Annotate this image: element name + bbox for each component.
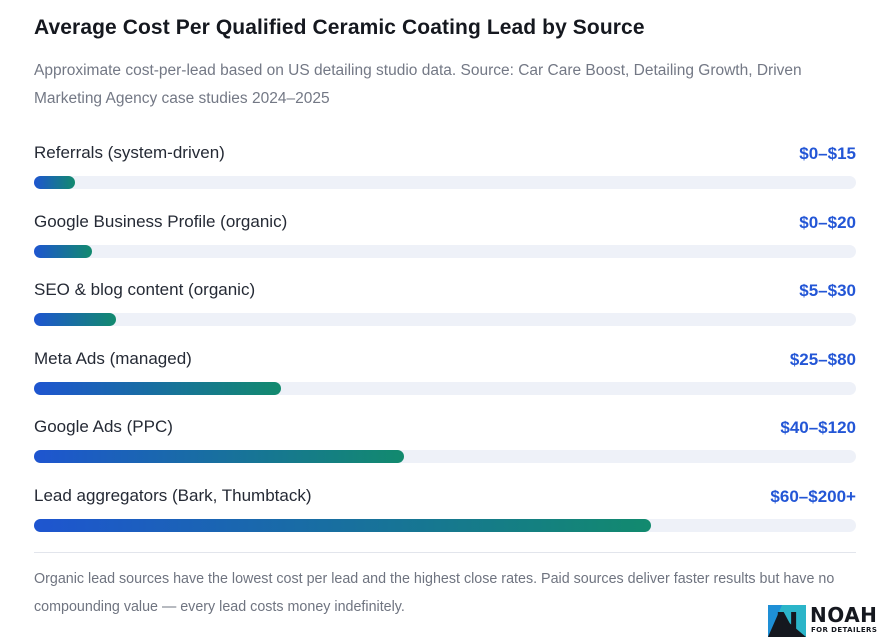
category-label: Lead aggregators (Bark, Thumbtack) <box>34 485 312 505</box>
bar-rows: Referrals (system-driven) $0–$15 Google Bu… <box>34 141 856 552</box>
chart-title: Average Cost Per Qualified Ceramic Coati… <box>34 16 645 39</box>
category-label: Google Business Profile (organic) <box>34 211 288 231</box>
value-label: $25–$80 <box>789 349 856 369</box>
bar-fill <box>34 176 76 189</box>
footnote: Organic lead sources have the lowest cos… <box>34 571 835 615</box>
bar-row: Google Ads (PPC) $40–$120 <box>34 415 856 484</box>
category-label: Referrals (system-driven) <box>34 143 225 162</box>
value-label: $5–$30 <box>799 281 856 300</box>
bar-track <box>34 381 856 395</box>
bar-row: Referrals (system-driven) $0–$15 <box>34 141 856 210</box>
bar-track <box>34 450 856 463</box>
n-logo-icon: N <box>768 605 806 637</box>
bar-track <box>34 518 856 532</box>
value-label: $40–$120 <box>780 418 856 437</box>
value-label: $0–$15 <box>799 144 856 163</box>
bar-fill <box>34 518 651 532</box>
logo-wordmark: NOAH <box>810 603 878 627</box>
category-label: Meta Ads (managed) <box>34 348 192 368</box>
bar-row: Meta Ads (managed) $25–$80 <box>34 347 856 416</box>
value-label: $0–$20 <box>799 212 856 232</box>
bar-track <box>34 244 856 258</box>
chart-subtitle: Approximate cost-per-lead based on US de… <box>34 62 802 107</box>
bar-fill <box>34 244 92 258</box>
bar-track <box>34 313 856 326</box>
category-label: SEO & blog content (organic) <box>34 280 256 299</box>
bar-row: Google Business Profile (organic) $0–$20 <box>34 210 856 279</box>
bar-row: SEO & blog content (organic) $5–$30 <box>34 278 856 347</box>
bar-track <box>34 176 856 189</box>
divider <box>34 552 856 553</box>
bar-fill <box>34 313 117 326</box>
value-label: $60–$200+ <box>770 486 856 506</box>
logo-tagline: FOR DETAILERS <box>811 626 878 634</box>
bar-fill <box>34 381 281 395</box>
logo-mark-letter: N <box>775 606 798 637</box>
noah-logo: N NOAH FOR DETAILERS <box>768 603 888 639</box>
category-label: Google Ads (PPC) <box>34 417 173 436</box>
bar-fill <box>34 450 404 463</box>
bar-row: Lead aggregators (Bark, Thumbtack) $60–$2… <box>34 484 856 553</box>
